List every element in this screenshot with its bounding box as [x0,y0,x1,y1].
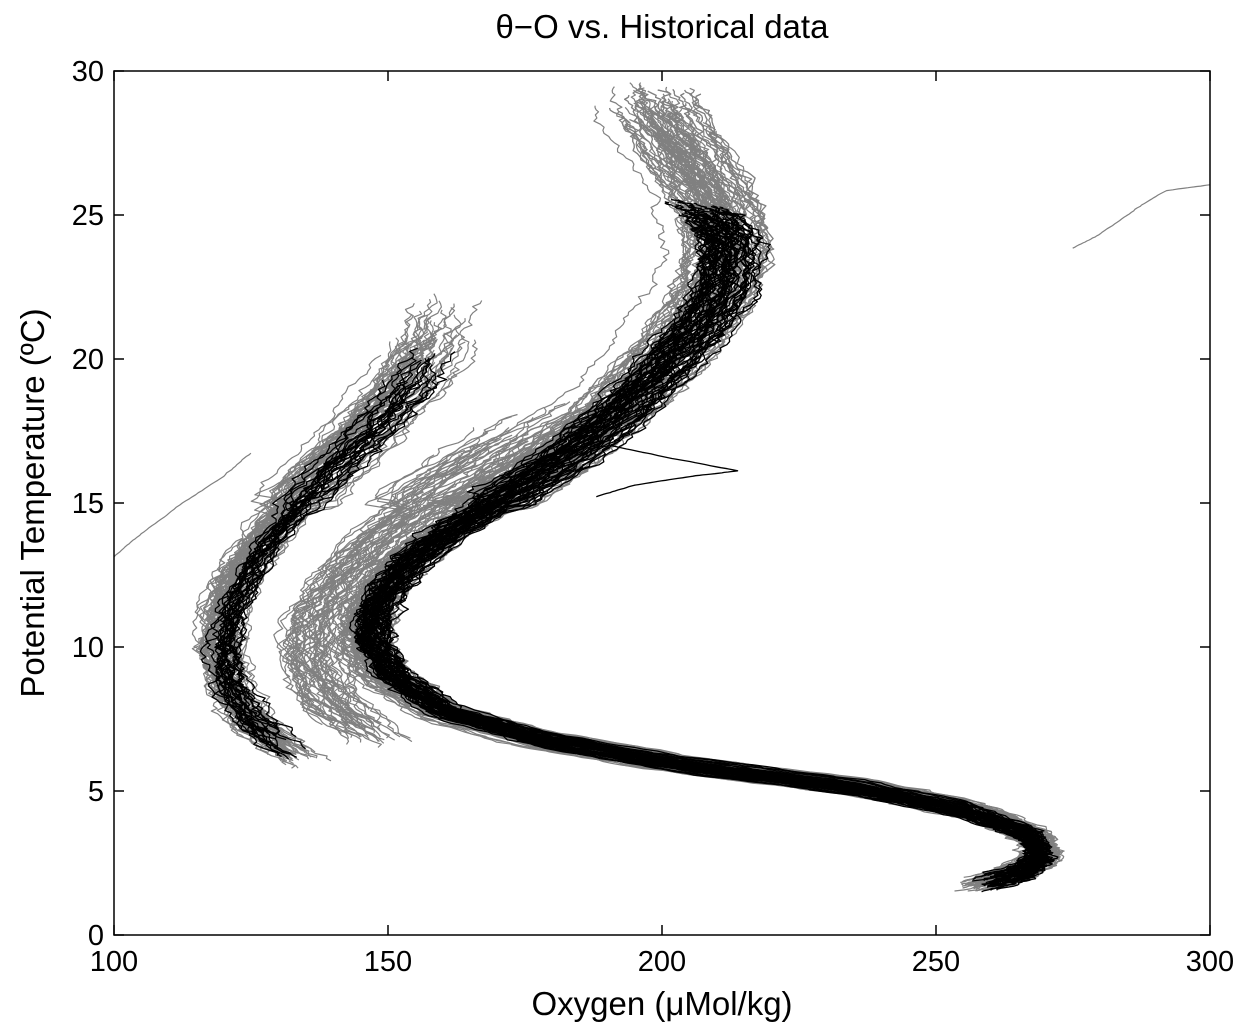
y-tick-label: 5 [88,776,104,808]
y-tick-label: 20 [72,344,104,376]
y-axis-ticks: 0 5 10 15 20 25 30 [72,56,1210,952]
x-axis-title: Oxygen (μMol/kg) [531,985,792,1022]
series-historical-mid-2 [273,399,629,748]
y-axis-title: Potential Temperature (ºC) [14,308,51,697]
profile-line [367,219,1045,878]
profile-line [383,212,1051,885]
profile-line [312,403,566,710]
y-tick-label: 0 [88,920,104,952]
profile-line [353,229,1039,875]
y-tick-label: 10 [72,632,104,664]
profile-line [226,364,437,760]
profile-line [312,425,551,731]
y-tick-label: 30 [72,56,104,88]
profile-line [368,202,1043,874]
series-historical-outlier-3 [113,452,252,558]
profile-line [1072,184,1210,249]
profile-line [290,469,449,721]
x-axis-ticks: 100 150 200 250 300 [90,71,1234,978]
profile-line [217,358,428,737]
profile-line [361,220,1046,891]
series-new-main-0 [348,199,1059,893]
y-tick-label: 25 [72,200,104,232]
chart-title: θ−O vs. Historical data [496,8,830,45]
profile-line [291,447,487,736]
x-tick-label: 200 [638,946,686,978]
profile-line [297,426,510,729]
profile-line [231,378,431,729]
profile-line [596,444,739,498]
profile-line [208,356,411,758]
profile-line [283,444,481,743]
x-tick-label: 150 [364,946,412,978]
profile-line [228,375,438,731]
series-historical-outlier-4 [1072,184,1210,249]
profile-line [113,452,252,558]
series-new-outlier-2 [596,444,739,498]
x-tick-label: 100 [90,946,138,978]
profile-line [287,430,489,740]
profile-line [215,384,409,758]
profile-line [336,437,566,710]
x-tick-label: 250 [912,946,960,978]
profile-line [199,379,386,757]
profile-line [303,421,554,738]
profile-line [291,445,490,739]
profile-line [314,423,565,743]
profile-line [220,390,401,734]
profile-line [374,212,1051,882]
profile-line [292,416,534,727]
profile-line [383,209,1045,888]
profile-line [330,434,562,738]
series-group [113,82,1210,893]
profile-line [222,383,421,731]
profile-line [385,221,1055,883]
profile-line [348,199,1036,874]
profile-line [368,222,1045,891]
series-new-shallow-1 [199,347,456,760]
profile-line [191,354,382,730]
y-tick-label: 15 [72,488,104,520]
x-tick-label: 300 [1186,946,1234,978]
profile-line [280,454,435,738]
profile-line [290,442,485,721]
profile-line [215,411,374,739]
